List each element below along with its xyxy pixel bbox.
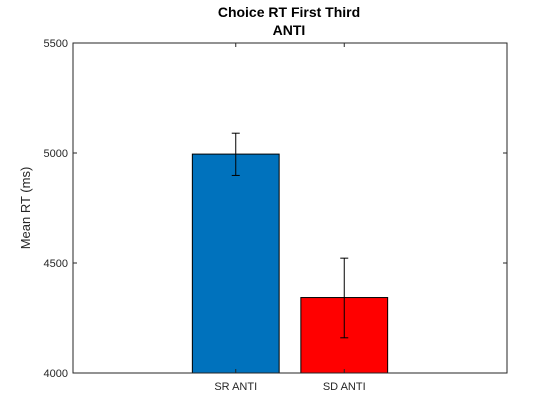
- error-bar: [340, 257, 349, 339]
- chart-title: Choice RT First Third: [218, 4, 360, 20]
- bar-sr-anti: [191, 153, 280, 374]
- error-bar: [231, 132, 240, 176]
- y-tick-label: 4500: [44, 258, 68, 270]
- y-tick-label: 5500: [44, 38, 68, 50]
- y-tick-label: 5000: [44, 148, 68, 160]
- x-tick-label: SR ANTI: [214, 381, 257, 393]
- y-axis-label: Mean RT (ms): [18, 167, 33, 250]
- x-tick-label: SD ANTI: [323, 381, 366, 393]
- chart-subtitle: ANTI: [273, 22, 306, 38]
- plot-frame: [72, 42, 508, 374]
- y-tick-label: 4000: [44, 368, 68, 380]
